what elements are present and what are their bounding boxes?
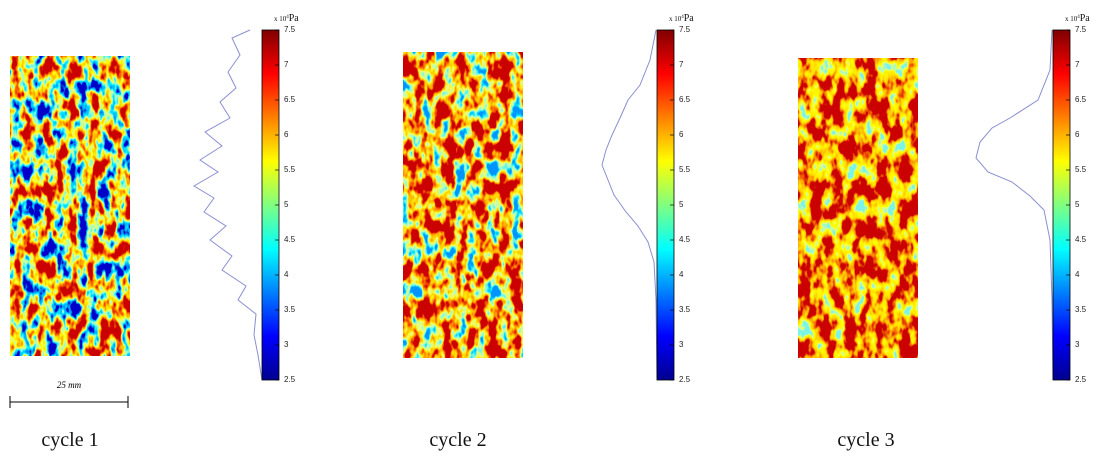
caption: cycle 3 — [837, 429, 894, 451]
heatmap — [10, 56, 130, 356]
tick-label: 4 — [284, 270, 289, 279]
unit-name: Pa — [289, 13, 300, 24]
profile — [193, 29, 263, 381]
unit-base: x 10 — [1065, 15, 1078, 23]
caption: cycle 1 — [41, 429, 98, 451]
unit-name: Pa — [684, 13, 695, 24]
tick-label: 7.5 — [1075, 25, 1087, 34]
tick-label: 5.5 — [1075, 165, 1087, 174]
tick-label: 6 — [1075, 130, 1080, 139]
tick-label: 3 — [679, 340, 684, 349]
tick-label: 6.5 — [679, 95, 691, 104]
tick-label: 5 — [679, 200, 684, 209]
unit-label: x 104Pa — [274, 13, 299, 24]
tick-label: 3.5 — [679, 305, 691, 314]
tick-label: 3.5 — [284, 305, 296, 314]
tick-label: 6 — [679, 130, 684, 139]
unit-exponent: 4 — [681, 15, 684, 20]
tick-label: 5.5 — [284, 165, 296, 174]
unit-exponent: 4 — [1077, 15, 1080, 20]
unit-name: Pa — [1080, 13, 1091, 24]
unit-label: x 104Pa — [669, 13, 694, 24]
tick-label: 7.5 — [679, 25, 691, 34]
profile — [601, 29, 658, 381]
tick-label: 4 — [679, 270, 684, 279]
tick-label: 6.5 — [1075, 95, 1087, 104]
tick-label: 4.5 — [679, 235, 691, 244]
tick-label: 2.5 — [1075, 375, 1087, 384]
tick-label: 3 — [1075, 340, 1080, 349]
tick-label: 2.5 — [679, 375, 691, 384]
unit-exponent: 4 — [286, 15, 289, 20]
tick-label: 6.5 — [284, 95, 296, 104]
tick-label: 4.5 — [1075, 235, 1087, 244]
profile — [975, 29, 1054, 381]
tick-label: 7 — [1075, 60, 1080, 69]
tick-label: 4 — [1075, 270, 1080, 279]
scale-label: 25 mm — [57, 380, 82, 390]
unit-label: x 104Pa — [1065, 13, 1090, 24]
heatmap — [403, 52, 523, 358]
tick-label: 2.5 — [284, 375, 296, 384]
tick-label: 7.5 — [284, 25, 296, 34]
tick-label: 3 — [284, 340, 289, 349]
tick-label: 4.5 — [284, 235, 296, 244]
unit-base: x 10 — [274, 15, 287, 23]
unit-base: x 10 — [669, 15, 682, 23]
tick-label: 5 — [1075, 200, 1080, 209]
heatmap — [798, 58, 918, 358]
tick-label: 7 — [679, 60, 684, 69]
tick-label: 3.5 — [1075, 305, 1087, 314]
tick-label: 5.5 — [679, 165, 691, 174]
tick-label: 6 — [284, 130, 289, 139]
tick-label: 7 — [284, 60, 289, 69]
tick-label: 5 — [284, 200, 289, 209]
caption: cycle 2 — [429, 429, 486, 451]
